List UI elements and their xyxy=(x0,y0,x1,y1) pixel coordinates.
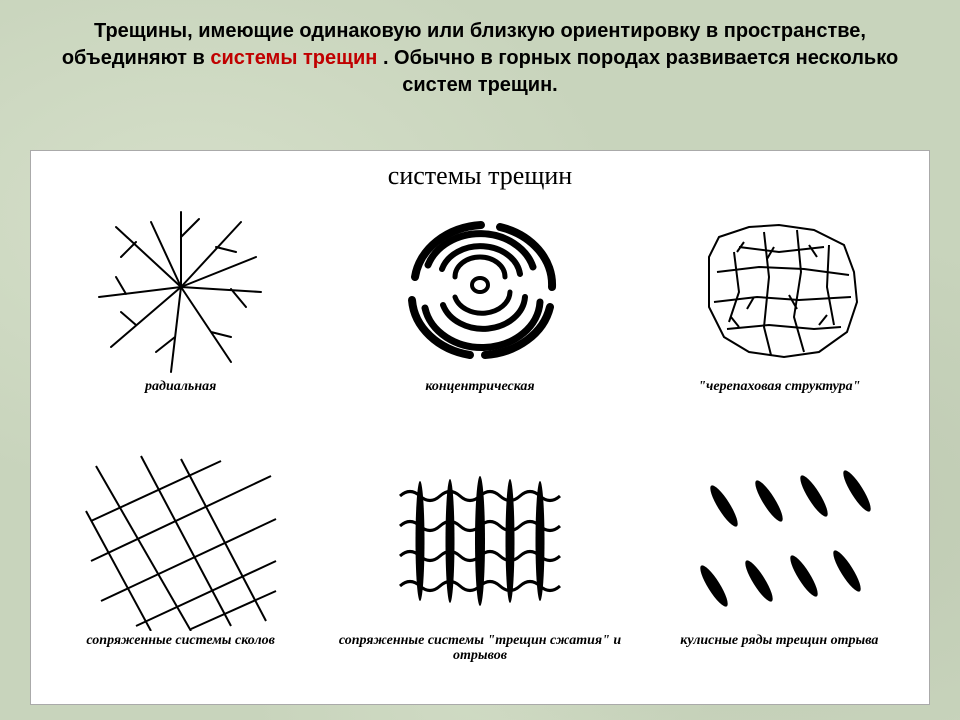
cell-turtle: "черепаховая структура" xyxy=(630,197,929,451)
echelon-icon xyxy=(674,451,884,631)
concentric-icon xyxy=(375,197,585,377)
cell-shear: сопряженные системы сколов xyxy=(31,451,330,705)
compression-icon xyxy=(375,451,585,631)
caption-radial: радиальная xyxy=(139,377,222,394)
cell-radial: радиальная xyxy=(31,197,330,451)
page-heading: Трещины, имеющие одинаковую или близкую … xyxy=(0,0,960,109)
cell-compression: сопряженные системы "трещин сжатия" и от… xyxy=(330,451,629,705)
panel-title: системы трещин xyxy=(31,151,929,195)
turtle-icon xyxy=(674,197,884,377)
caption-shear: сопряженные системы сколов xyxy=(80,631,280,648)
caption-concentric: концентрическая xyxy=(419,377,540,394)
caption-turtle: "черепаховая структура" xyxy=(692,377,866,394)
shear-icon xyxy=(76,451,286,631)
caption-compression: сопряженные системы "трещин сжатия" и от… xyxy=(330,631,629,664)
heading-accent: системы трещин xyxy=(210,47,377,69)
heading-post: . Обычно в горных породах развивается не… xyxy=(383,47,898,96)
cell-concentric: концентрическая xyxy=(330,197,629,451)
diagram-grid: радиальная концентрическа xyxy=(31,197,929,704)
caption-echelon: кулисные ряды трещин отрыва xyxy=(674,631,884,648)
cell-echelon: кулисные ряды трещин отрыва xyxy=(630,451,929,705)
radial-icon xyxy=(76,197,286,377)
diagram-panel: системы трещин радиальная xyxy=(30,150,930,705)
